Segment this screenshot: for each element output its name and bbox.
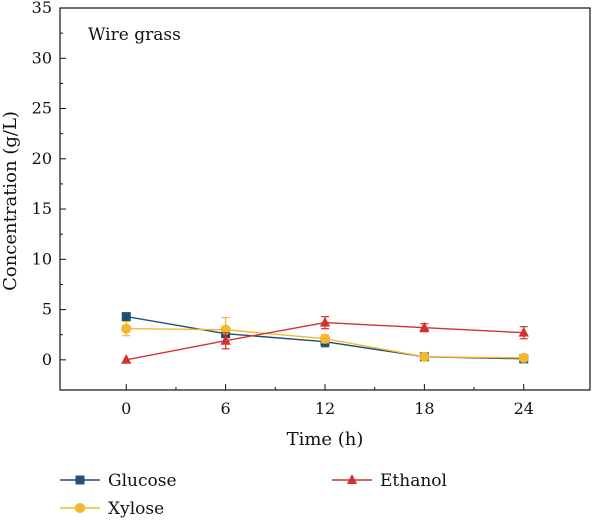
data-point-xylose	[319, 333, 331, 344]
legend: Glucose Xylose Ethanol	[60, 471, 447, 519]
x-tick-label: 12	[315, 399, 335, 418]
legend-marker-glucose	[75, 475, 85, 485]
legend-label-xylose: Xylose	[108, 499, 164, 519]
legend-label-glucose: Glucose	[108, 471, 177, 491]
y-tick-label: 10	[32, 249, 52, 268]
data-point-xylose	[419, 351, 430, 362]
legend-label-ethanol: Ethanol	[380, 471, 447, 491]
y-tick-label: 30	[32, 48, 52, 67]
y-tick-label: 0	[42, 350, 52, 369]
plot-area	[121, 312, 529, 364]
legend-marker-ethanol	[346, 474, 358, 484]
data-point-ethanol	[220, 334, 231, 345]
y-tick-label: 5	[42, 300, 52, 319]
x-tick-label: 0	[121, 399, 131, 418]
legend-item-glucose: Glucose	[60, 471, 177, 491]
x-tick-label: 24	[514, 399, 534, 418]
y-tick-label: 15	[32, 199, 52, 218]
data-point-xylose	[518, 352, 529, 363]
x-tick-label: 18	[414, 399, 434, 418]
legend-item-ethanol: Ethanol	[332, 471, 447, 491]
chart-annotation: Wire grass	[88, 25, 181, 45]
data-point-ethanol	[518, 326, 529, 337]
data-point-glucose	[121, 312, 131, 322]
x-tick-label: 6	[221, 399, 231, 418]
x-axis-title: Time (h)	[287, 429, 364, 450]
y-tick-label: 25	[32, 99, 52, 118]
data-point-xylose	[121, 323, 132, 334]
y-tick-label: 35	[32, 0, 52, 17]
y-axis-title: Concentration (g/L)	[0, 111, 21, 291]
legend-item-xylose: Xylose	[60, 499, 164, 519]
y-tick-label: 20	[32, 149, 52, 168]
axes: 0 5 10 15 20 25 30 35 0 6 12 18 24 Time (h) Concentrat…	[0, 0, 591, 450]
data-point-ethanol	[419, 321, 430, 332]
data-point-ethanol	[121, 353, 132, 364]
legend-marker-xylose	[74, 502, 86, 514]
data-point-ethanol	[319, 316, 331, 327]
